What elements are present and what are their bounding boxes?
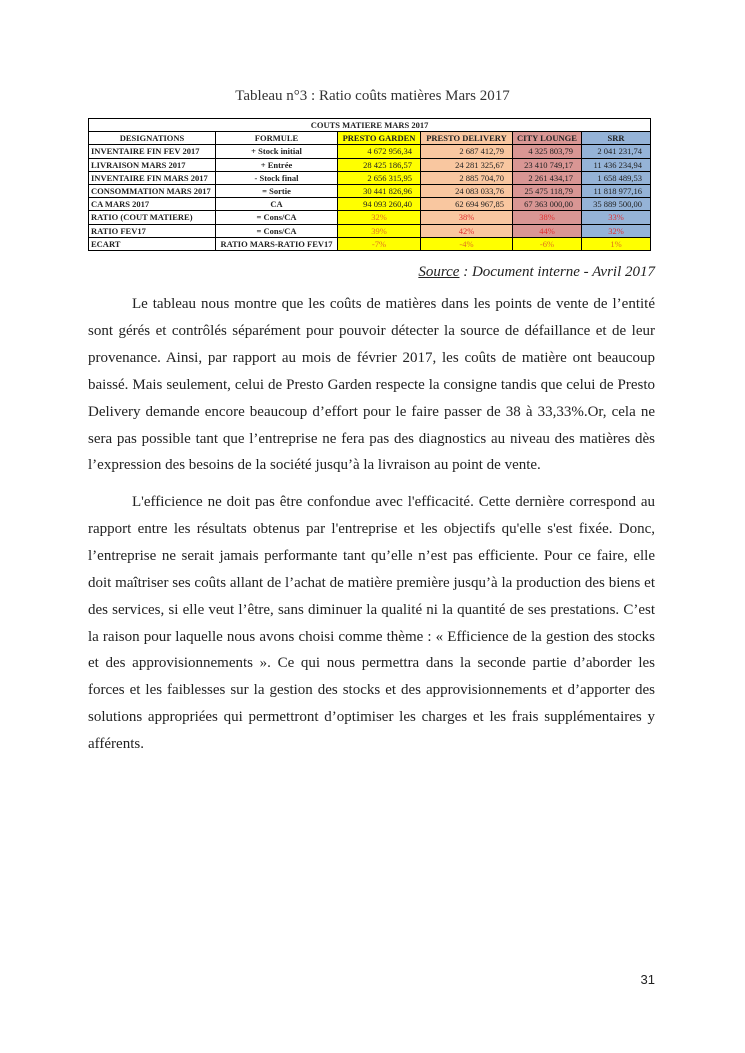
table-row: RATIO FEV17 = Cons/CA 39% 42% 44% 32% (88, 223, 652, 238)
city-lounge-cell: 2 261 434,17 (512, 170, 582, 185)
table-row: CONSOMMATION MARS 2017 = Sortie 30 441 826… (88, 183, 652, 199)
presto-delivery-cell: 2 885 704,70 (420, 170, 513, 185)
srr-cell: 11 818 977,16 (580, 183, 652, 199)
city-lounge-cell: 44% (512, 223, 582, 238)
presto-garden-cell: 4 672 956,34 (337, 144, 421, 159)
header-presto-garden: PRESTO GARDEN (337, 131, 421, 146)
presto-garden-cell: 39% (337, 223, 421, 238)
presto-garden-cell: 28 425 186,57 (337, 157, 421, 172)
presto-delivery-cell: 24 281 325,67 (420, 157, 513, 172)
header-city-lounge: CITY LOUNGE (512, 131, 582, 146)
presto-garden-cell: 94 093 260,40 (337, 197, 421, 212)
table-caption: Tableau n°3 : Ratio coûts matières Mars … (235, 88, 510, 104)
city-lounge-cell: -6% (512, 236, 582, 251)
presto-delivery-cell: -4% (420, 236, 513, 251)
city-lounge-cell: 38% (512, 210, 582, 225)
formula-cell: = Cons/CA (215, 210, 338, 225)
source-text: : Document interne - Avril 2017 (459, 264, 655, 280)
presto-garden-cell: 2 656 315,95 (337, 170, 421, 185)
designation-cell: ECART (88, 236, 216, 251)
designation-cell: RATIO (COUT MATIERE) (88, 210, 216, 225)
designation-cell: INVENTAIRE FIN FEV 2017 (88, 144, 216, 159)
page-number: 31 (640, 972, 655, 987)
designation-cell: CA MARS 2017 (88, 197, 216, 212)
presto-garden-cell: -7% (337, 236, 421, 251)
presto-garden-cell: 32% (337, 210, 421, 225)
table-row: INVENTAIRE FIN FEV 2017 + Stock initial 4 … (88, 144, 652, 159)
designation-cell: CONSOMMATION MARS 2017 (88, 183, 216, 199)
table-row: INVENTAIRE FIN MARS 2017- Stock final 2 6… (88, 170, 652, 185)
presto-delivery-cell: 38% (420, 210, 513, 225)
designation-cell: INVENTAIRE FIN MARS 2017 (88, 170, 216, 185)
presto-delivery-cell: 62 694 967,85 (420, 197, 513, 212)
source-label: Source (418, 264, 460, 280)
city-lounge-cell: 23 410 749,17 (512, 157, 582, 172)
header-srr: SRR (580, 131, 652, 146)
designation-cell: LIVRAISON MARS 2017 (88, 157, 216, 172)
srr-cell: 33% (580, 210, 652, 225)
formula-cell: RATIO MARS-RATIO FEV17 (215, 236, 338, 251)
header-presto-delivery: PRESTO DELIVERY (420, 131, 513, 146)
cost-ratio-table: COUTS MATIERE MARS 2017 DESIGNATIONS FOR… (87, 117, 652, 251)
presto-delivery-cell: 24 083 033,76 (420, 183, 513, 199)
formula-cell: = Sortie (215, 183, 338, 199)
table-row: ECART RATIO MARS-RATIO FEV17 -7% -4% -6% 1% (88, 236, 652, 251)
table-title: COUTS MATIERE MARS 2017 (87, 117, 652, 133)
presto-delivery-cell: 42% (420, 223, 513, 238)
table-row: RATIO (COUT MATIERE) = Cons/CA 32% 38% 38% 33… (88, 210, 652, 225)
header-designations: DESIGNATIONS (88, 131, 216, 146)
presto-garden-cell: 30 441 826,96 (337, 183, 421, 199)
presto-delivery-cell: 2 687 412,79 (420, 144, 513, 159)
srr-cell: 11 436 234,94 (580, 157, 652, 172)
srr-cell: 2 041 231,74 (580, 144, 652, 159)
city-lounge-cell: 25 475 118,79 (512, 183, 582, 199)
formula-cell: + Entrée (215, 157, 338, 172)
header-formule: FORMULE (215, 131, 338, 146)
formula-cell: + Stock initial (215, 144, 338, 159)
table-source: Source : Document interne - Avril 2017 (418, 264, 655, 281)
table-row: CA MARS 2017 CA 94 093 260,40 62 694 967,85… (88, 197, 652, 212)
paragraph-2: L'efficience ne doit pas être confondue … (88, 494, 655, 753)
table-header-row: DESIGNATIONS FORMULE PRESTO GARDEN PREST… (88, 131, 652, 146)
paragraph-1: Le tableau nous montre que les coûts de … (88, 296, 655, 474)
formula-cell: = Cons/CA (215, 223, 338, 238)
srr-cell: 35 889 500,00 (580, 197, 652, 212)
formula-cell: - Stock final (215, 170, 338, 185)
formula-cell: CA (215, 197, 338, 212)
srr-cell: 32% (580, 223, 652, 238)
srr-cell: 1 658 489,53 (580, 170, 652, 185)
table-row: LIVRAISON MARS 2017 + Entrée 28 425 186,57… (88, 157, 652, 172)
city-lounge-cell: 4 325 803,79 (512, 144, 582, 159)
srr-cell: 1% (580, 236, 652, 251)
designation-cell: RATIO FEV17 (88, 223, 216, 238)
city-lounge-cell: 67 363 000,00 (512, 197, 582, 212)
